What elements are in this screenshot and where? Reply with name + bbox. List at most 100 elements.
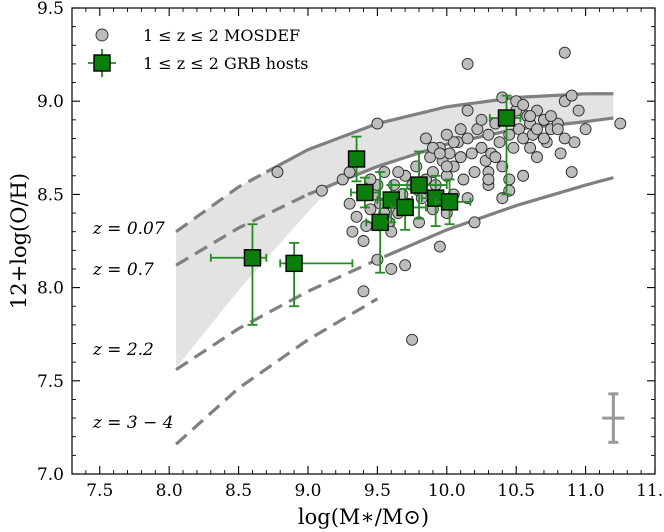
mosdef-point: [343, 166, 356, 178]
mosdef-point: [531, 151, 543, 164]
y-tick-label: 9.5: [37, 0, 64, 19]
x-axis-title: log(M∗/M⊙): [298, 505, 429, 529]
mosdef-point: [336, 173, 349, 186]
legend: 1 ≤ z ≤ 2 MOSDEF 1 ≤ z ≤ 2 GRB hosts: [88, 26, 309, 77]
grb-host-marker: [347, 150, 366, 168]
mosdef-point: [517, 98, 530, 111]
x-tick-label: 11.0: [567, 481, 605, 501]
y-tick-label: 9.0: [37, 92, 64, 112]
mosdef-point: [482, 128, 495, 141]
legend-grb-label: 1 ≤ z ≤ 2 GRB hosts: [143, 54, 309, 73]
mosdef-point: [465, 147, 478, 160]
mosdef-point: [551, 123, 564, 136]
mosdef-point: [614, 117, 627, 130]
mosdef-point: [385, 263, 398, 275]
grb-host: [350, 176, 380, 209]
grb-host-marker: [410, 176, 428, 194]
mosdef-point: [461, 132, 474, 145]
mosdef-point: [440, 128, 453, 141]
mosdef-point: [399, 259, 412, 272]
mosdef-point: [554, 147, 567, 160]
mosdef-point: [371, 117, 384, 130]
mzr-curve-0: [265, 92, 614, 174]
grb-host-marker: [440, 193, 459, 211]
redshift-labels: z = 0.07 z = 0.7 z = 2.2 z = 3 − 4: [92, 219, 174, 433]
mosdef-point: [271, 166, 284, 178]
x-tick-label: 9.0: [294, 481, 321, 501]
grb-host: [390, 150, 448, 220]
grb-host: [376, 184, 413, 224]
mosdef-point: [433, 147, 446, 160]
mosdef-point: [392, 166, 405, 178]
mzr-curve-extrapolated-2: [175, 255, 385, 371]
mzr-curve-dashed-3: [175, 297, 379, 446]
mosdef-point: [503, 128, 516, 141]
grb-host: [279, 241, 354, 308]
mosdef-point: [426, 166, 439, 178]
mosdef-point: [364, 173, 377, 186]
mosdef-point: [565, 89, 578, 102]
mosdef-point: [496, 192, 509, 205]
mosdef-point: [507, 141, 520, 154]
y-tick-label: 7.5: [37, 372, 64, 392]
mosdef-point: [410, 160, 423, 173]
mosdef-point: [475, 113, 488, 126]
grb-host: [390, 187, 427, 231]
grb-host: [347, 135, 366, 183]
grb-host: [488, 94, 522, 196]
mosdef-point: [496, 160, 509, 173]
grb-host-marker: [356, 183, 374, 202]
mosdef-point: [524, 110, 537, 123]
mosdef-point: [565, 166, 578, 178]
grb-host-marker: [371, 213, 389, 232]
mosdef-point: [493, 136, 506, 149]
mosdef-point: [350, 210, 363, 223]
mosdef-point: [364, 203, 377, 216]
mosdef-point: [447, 136, 460, 149]
grb-host-marker: [497, 109, 516, 127]
y-tick-label: 8.5: [37, 185, 64, 205]
mosdef-point: [568, 136, 581, 149]
mosdef-point: [433, 240, 446, 253]
mosdef-point: [579, 123, 592, 136]
z-label: z = 2.2: [92, 340, 154, 360]
mosdef-point: [531, 123, 543, 136]
x-tick-label: 8.0: [156, 481, 183, 501]
band-z007-z07: [176, 93, 614, 266]
mosdef-point: [572, 104, 585, 117]
axes: 7.5 8.0 8.5 9.0 9.5 10.0 10.5 11.0 11.5 7.0 7.5 8.0…: [37, 0, 664, 501]
mosdef-point: [406, 333, 419, 346]
grb-host: [209, 223, 268, 326]
grb-host-points: [209, 94, 625, 444]
mzr-curve-extrapolated-1: [175, 192, 309, 267]
mosdef-point: [538, 132, 550, 145]
mosdef-point: [440, 160, 453, 173]
x-tick-label: 7.5: [86, 481, 113, 501]
mosdef-point: [468, 216, 481, 229]
grb-host-marker: [285, 254, 303, 273]
x-tick-label: 8.5: [225, 481, 252, 501]
mzr-curve-2: [383, 176, 614, 259]
mzr-curve-extrapolated-0: [175, 170, 268, 233]
mosdef-point: [468, 166, 481, 178]
grb-host: [434, 178, 472, 226]
mosdef-point: [517, 169, 530, 182]
mosdef-point: [357, 235, 370, 247]
mosdef-point: [457, 173, 470, 186]
x-tick-label: 10.5: [497, 481, 535, 501]
mosdef-point: [544, 110, 557, 123]
mosdef-point: [346, 225, 359, 238]
mosdef-point: [315, 184, 328, 197]
z-label: z = 3 − 4: [92, 413, 174, 433]
mosdef-point: [475, 141, 488, 154]
mosdef-point: [461, 104, 474, 117]
z-label: z = 0.7: [92, 260, 154, 280]
x-tick-label: 10.0: [428, 481, 466, 501]
x-tick-label: 9.5: [364, 481, 391, 501]
grb-host-marker: [243, 249, 262, 267]
y-tick-label: 7.0: [37, 465, 64, 485]
mosdef-point: [357, 285, 370, 298]
mosdef-point: [461, 57, 474, 70]
legend-mosdef-marker: [95, 28, 109, 42]
